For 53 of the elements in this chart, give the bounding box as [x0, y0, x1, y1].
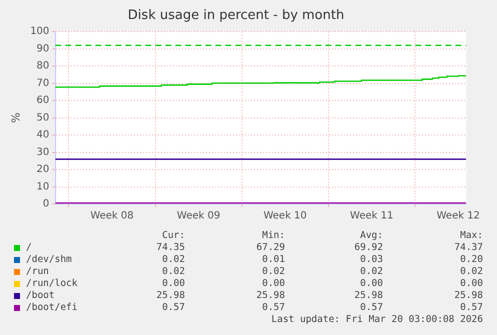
text: Max:: [460, 230, 483, 241]
text: 0.20: [460, 254, 483, 265]
text: 74.37: [454, 242, 483, 253]
text: 25.98: [354, 290, 383, 301]
text: 67.29: [256, 242, 285, 253]
y-tick-label: 60: [36, 95, 50, 106]
x-tick-label: Week 09: [176, 210, 220, 222]
text: 0.57: [360, 302, 383, 313]
x-tick-label: Week 08: [90, 210, 134, 222]
y-tick-label: 90: [36, 43, 50, 54]
text: 25.98: [156, 290, 185, 301]
y-tick-label: 50: [36, 112, 50, 124]
text: Last update: Fri Mar 20 03:00:08 2026: [271, 314, 483, 325]
legend-label: /run: [26, 266, 49, 277]
y-tick-label: 100: [30, 26, 50, 38]
y-tick-label: 70: [36, 78, 50, 89]
text: 0.57: [460, 302, 483, 313]
y-tick-label: 10: [36, 181, 50, 192]
text: Avg:: [360, 230, 383, 241]
x-tick-label: Week 12: [436, 210, 480, 222]
text: 0.02: [360, 266, 383, 277]
text: 0.00: [162, 278, 185, 289]
legend-label: /run/lock: [26, 278, 78, 289]
y-tick-label: 30: [36, 146, 50, 158]
text: 0.01: [262, 254, 285, 265]
x-tick-label: Week 11: [350, 210, 394, 222]
text: 0.02: [262, 266, 285, 277]
text: 0.03: [360, 254, 383, 265]
text: 0.00: [360, 278, 383, 289]
x-tick-label: Week 10: [263, 210, 307, 222]
legend-label: /boot: [26, 290, 55, 301]
text: 0.00: [262, 278, 285, 289]
y-tick-label: 80: [36, 60, 50, 72]
legend-label: /: [26, 242, 32, 253]
y-tick-label: 0: [42, 198, 50, 210]
text: 0.02: [162, 254, 185, 265]
text: 0.57: [162, 302, 185, 313]
legend-label: /dev/shm: [26, 254, 72, 265]
text: 0.57: [262, 302, 285, 313]
text: 25.98: [454, 290, 483, 301]
y-axis-title: %: [9, 112, 22, 124]
text: Min:: [262, 230, 285, 241]
text: 69.92: [354, 242, 383, 253]
text: 0.02: [162, 266, 185, 277]
text: 0.02: [460, 266, 483, 277]
legend-label: /boot/efi: [26, 302, 78, 313]
y-tick-label: 40: [36, 130, 50, 141]
text: 0.00: [460, 278, 483, 289]
text: 25.98: [256, 290, 285, 301]
text: 74.35: [156, 242, 185, 253]
y-tick-label: 20: [36, 164, 50, 176]
chart-title: Disk usage in percent - by month: [128, 8, 344, 24]
text: Cur:: [162, 230, 185, 241]
